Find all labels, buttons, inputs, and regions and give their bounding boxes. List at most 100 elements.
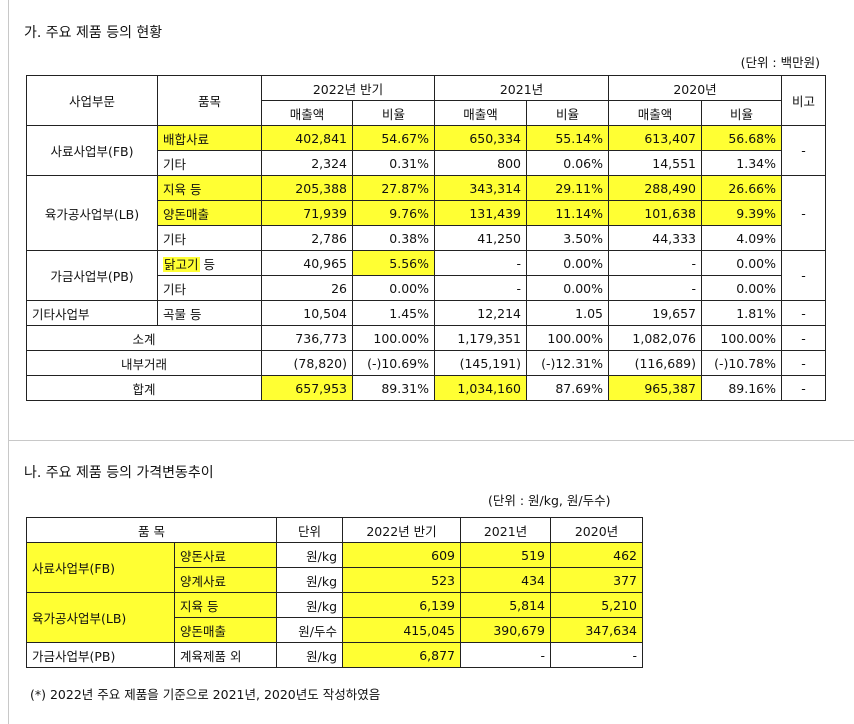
ratio-cell: 0.00% [526, 275, 610, 301]
header-remark: 비고 [781, 75, 827, 126]
remark-cell: - [781, 375, 827, 401]
ratio-cell: 100.00% [526, 325, 610, 351]
product-cell: 기타 [157, 150, 262, 176]
total-label: 합계 [26, 375, 262, 401]
ratio-cell: 0.06% [526, 150, 610, 176]
ratio-cell: 0.31% [351, 150, 436, 176]
subtotal-label: 소계 [26, 325, 262, 351]
table-row: 가금사업부(PB) 닭고기 등 40,965 5.56% - 0.00% - 0… [26, 250, 827, 301]
table-row: 사료사업부(FB) 양돈사료 원/kg 609 519 462 [26, 542, 644, 593]
value-cell: 101,638 [608, 200, 703, 226]
table-row: 사료사업부(FB) 배합사료 402,841 54.67% 650,334 55… [26, 125, 827, 176]
value-cell: (78,820) [261, 350, 353, 376]
ratio-cell: 26.66% [701, 175, 783, 201]
table-row: 양계사료 원/kg 523 434 377 [27, 567, 644, 593]
table-row: 가금사업부(PB) 계육제품 외 원/kg 6,877 - - [26, 642, 644, 668]
value-cell: - [608, 250, 703, 276]
value-cell: 10,504 [261, 300, 353, 326]
remark-cell: - [781, 325, 827, 351]
value-cell: 26 [261, 275, 353, 301]
remark-cell: - [781, 125, 827, 176]
product-cell: 양계사료 [173, 567, 278, 593]
unit-cell: 원/두수 [276, 617, 344, 643]
unit-cell: 원/kg [276, 592, 344, 618]
value-cell: 44,333 [608, 225, 703, 251]
ratio-cell: 0.00% [701, 250, 783, 276]
ratio-cell: 55.14% [526, 125, 610, 151]
value-cell: 390,679 [460, 617, 552, 643]
value-cell: 415,045 [342, 617, 462, 643]
ratio-cell: (-)10.78% [701, 350, 783, 376]
product-highlight: 닭고기 [163, 256, 200, 272]
header-sales: 매출액 [261, 100, 353, 126]
remark-cell: - [781, 300, 827, 326]
ratio-cell: 56.68% [701, 125, 783, 151]
header-unit: 단위 [276, 517, 344, 543]
value-cell: 5,210 [550, 592, 644, 618]
section-divider [8, 440, 854, 441]
ratio-cell: 0.00% [701, 275, 783, 301]
value-cell: 6,139 [342, 592, 462, 618]
product-cell: 곡물 등 [157, 300, 262, 326]
value-cell: 131,439 [434, 200, 528, 226]
value-cell: 434 [460, 567, 552, 593]
value-cell: - [460, 642, 552, 668]
header-sales: 매출액 [608, 100, 703, 126]
header-ratio: 비율 [701, 100, 783, 126]
header-2020: 2020년 [608, 75, 783, 101]
value-cell: 402,841 [261, 125, 353, 151]
total-row: 합계 657,953 89.31% 1,034,160 87.69% 965,3… [26, 375, 827, 401]
footnote: (*) 2022년 주요 제품을 기준으로 2021년, 2020년도 작성하였… [30, 687, 381, 702]
ratio-cell: (-)10.69% [351, 350, 436, 376]
section-a-unit: (단위 : 백만원) [740, 55, 820, 70]
ratio-cell: 29.11% [526, 175, 610, 201]
value-cell: - [608, 275, 703, 301]
ratio-cell: 1.34% [701, 150, 783, 176]
ratio-cell: 89.31% [351, 375, 436, 401]
header-product: 품목 [157, 75, 262, 126]
value-cell: (116,689) [608, 350, 703, 376]
product-cell: 닭고기 등 [157, 250, 262, 276]
header-2021: 2021년 [460, 517, 552, 543]
value-cell: 41,250 [434, 225, 528, 251]
header-sales: 매출액 [434, 100, 528, 126]
value-cell: 2,786 [261, 225, 353, 251]
ratio-cell: 5.56% [351, 250, 436, 276]
product-cell: 지육 등 [173, 592, 278, 618]
remark-cell: - [781, 250, 827, 301]
remark-cell: - [781, 175, 827, 251]
value-cell: 613,407 [608, 125, 703, 151]
ratio-cell: 1.45% [351, 300, 436, 326]
product-status-table: 사업부문 품목 2022년 반기 2021년 2020년 비고 매출액 비율 매… [26, 75, 827, 401]
value-cell: 2,324 [261, 150, 353, 176]
value-cell: 657,953 [261, 375, 353, 401]
page-left-border [8, 0, 9, 724]
section-b-title: 나. 주요 제품 등의 가격변동추이 [24, 465, 214, 481]
value-cell: (145,191) [434, 350, 528, 376]
value-cell: 1,034,160 [434, 375, 528, 401]
price-trend-table: 품 목 단위 2022년 반기 2021년 2020년 사료사업부(FB) 양돈… [25, 517, 644, 668]
value-cell: 736,773 [261, 325, 353, 351]
value-cell: 343,314 [434, 175, 528, 201]
header-row: 품 목 단위 2022년 반기 2021년 2020년 [25, 517, 644, 543]
header-2022: 2022년 반기 [260, 75, 436, 101]
header-row-years: 사업부문 품목 2022년 반기 2021년 2020년 비고 [26, 75, 827, 126]
value-cell: 377 [550, 567, 644, 593]
value-cell: 519 [460, 542, 552, 568]
table-row: 육가공사업부(LB) 지육 등 205,388 27.87% 343,314 2… [26, 175, 827, 251]
ratio-cell: 4.09% [701, 225, 783, 251]
internal-row: 내부거래 (78,820) (-)10.69% (145,191) (-)12.… [26, 350, 827, 376]
ratio-cell: 9.76% [351, 200, 436, 226]
value-cell: 19,657 [608, 300, 703, 326]
remark-cell: - [781, 350, 827, 376]
ratio-cell: 3.50% [526, 225, 610, 251]
header-2020: 2020년 [550, 517, 644, 543]
section-a-title: 가. 주요 제품 등의 현황 [24, 25, 163, 41]
value-cell: 462 [550, 542, 644, 568]
value-cell: 288,490 [608, 175, 703, 201]
product-cell: 기타 [157, 225, 262, 251]
value-cell: 14,551 [608, 150, 703, 176]
header-item: 품 목 [25, 517, 278, 543]
product-cell: 양돈매출 [173, 617, 278, 643]
segment-fb: 사료사업부(FB) [26, 125, 158, 176]
